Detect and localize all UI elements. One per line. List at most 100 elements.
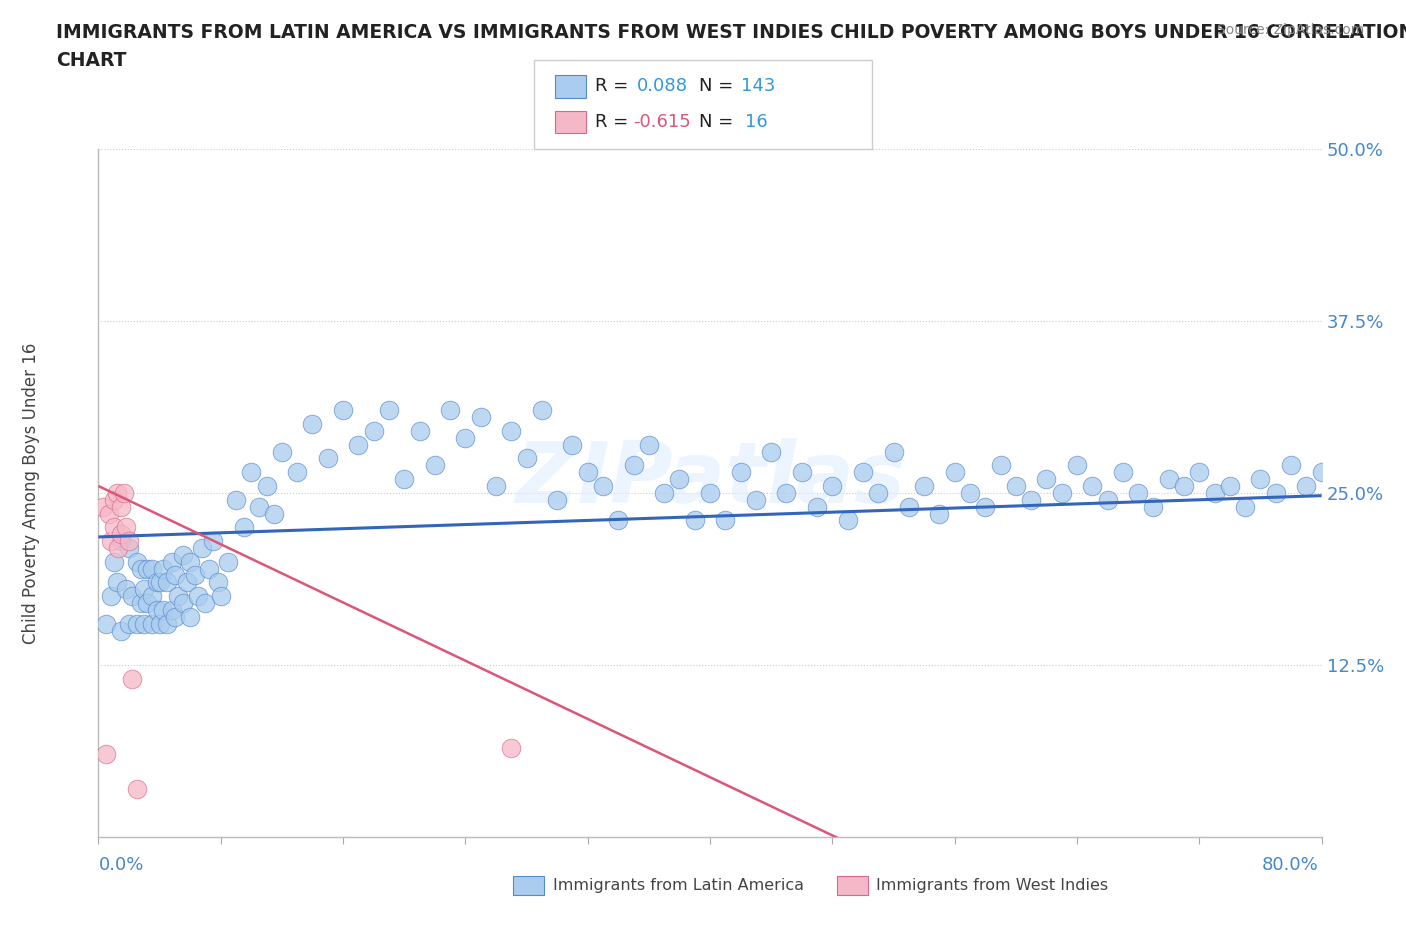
Point	[179, 554, 201, 569]
Point	[118, 617, 141, 631]
Point	[285, 465, 308, 480]
Point	[103, 492, 125, 507]
Point	[668, 472, 690, 486]
Point	[1128, 485, 1150, 500]
Point	[408, 423, 430, 438]
Point	[121, 589, 143, 604]
Point	[100, 589, 122, 604]
Point	[1112, 465, 1135, 480]
Point	[775, 485, 797, 500]
Point	[103, 520, 125, 535]
Point	[959, 485, 981, 500]
Point	[141, 589, 163, 604]
Text: N =: N =	[699, 77, 738, 96]
Point	[232, 520, 254, 535]
Point	[730, 465, 752, 480]
Point	[152, 603, 174, 618]
Point	[745, 492, 768, 507]
Point	[652, 485, 675, 500]
Point	[240, 465, 263, 480]
Point	[1050, 485, 1073, 500]
Point	[156, 617, 179, 631]
Point	[912, 479, 935, 494]
Point	[790, 465, 813, 480]
Point	[806, 499, 828, 514]
Point	[107, 540, 129, 555]
Point	[149, 575, 172, 590]
Point	[332, 403, 354, 418]
Point	[141, 617, 163, 631]
Point	[110, 526, 132, 541]
Point	[110, 623, 132, 638]
Point	[125, 781, 148, 796]
Point	[110, 499, 132, 514]
Point	[103, 554, 125, 569]
Point	[152, 561, 174, 576]
Point	[202, 534, 225, 549]
Point	[852, 465, 875, 480]
Text: -0.615: -0.615	[633, 113, 690, 131]
Point	[392, 472, 416, 486]
Point	[699, 485, 721, 500]
Point	[1081, 479, 1104, 494]
Point	[576, 465, 599, 480]
Point	[347, 437, 370, 452]
Point	[160, 603, 183, 618]
Point	[125, 554, 148, 569]
Point	[1019, 492, 1042, 507]
Point	[145, 575, 167, 590]
Point	[561, 437, 583, 452]
Text: N =: N =	[699, 113, 738, 131]
Point	[378, 403, 401, 418]
Point	[167, 589, 190, 604]
Point	[172, 595, 194, 610]
Point	[1157, 472, 1180, 486]
Point	[546, 492, 568, 507]
Text: Child Poverty Among Boys Under 16: Child Poverty Among Boys Under 16	[22, 342, 39, 644]
Point	[1142, 499, 1164, 514]
Point	[592, 479, 614, 494]
Text: 16: 16	[745, 113, 768, 131]
Point	[683, 513, 706, 528]
Point	[759, 445, 782, 459]
Point	[247, 499, 270, 514]
Point	[105, 485, 128, 500]
Point	[530, 403, 553, 418]
Text: IMMIGRANTS FROM LATIN AMERICA VS IMMIGRANTS FROM WEST INDIES CHILD POVERTY AMONG: IMMIGRANTS FROM LATIN AMERICA VS IMMIGRA…	[56, 23, 1406, 42]
Text: 0.0%: 0.0%	[98, 856, 143, 873]
Point	[501, 740, 523, 755]
Point	[141, 561, 163, 576]
Point	[134, 617, 156, 631]
Point	[485, 479, 508, 494]
Point	[1249, 472, 1271, 486]
Point	[516, 451, 538, 466]
Point	[105, 575, 128, 590]
Point	[439, 403, 461, 418]
Point	[100, 534, 122, 549]
Point	[94, 747, 117, 762]
Point	[176, 575, 198, 590]
Point	[98, 506, 121, 521]
Text: R =: R =	[595, 77, 634, 96]
Point	[184, 568, 207, 583]
Point	[363, 423, 385, 438]
Point	[160, 554, 183, 569]
Point	[110, 534, 132, 549]
Text: Immigrants from West Indies: Immigrants from West Indies	[876, 878, 1108, 893]
Point	[607, 513, 630, 528]
Text: 0.088: 0.088	[637, 77, 688, 96]
Point	[423, 458, 446, 472]
Point	[115, 582, 138, 597]
Point	[118, 540, 141, 555]
Point	[217, 554, 239, 569]
Point	[115, 520, 138, 535]
Point	[1035, 472, 1057, 486]
Point	[163, 609, 186, 624]
Point	[1310, 465, 1333, 480]
Point	[897, 499, 920, 514]
Point	[136, 561, 159, 576]
Point	[91, 499, 114, 514]
Point	[172, 548, 194, 563]
Point	[163, 568, 186, 583]
Point	[187, 589, 209, 604]
